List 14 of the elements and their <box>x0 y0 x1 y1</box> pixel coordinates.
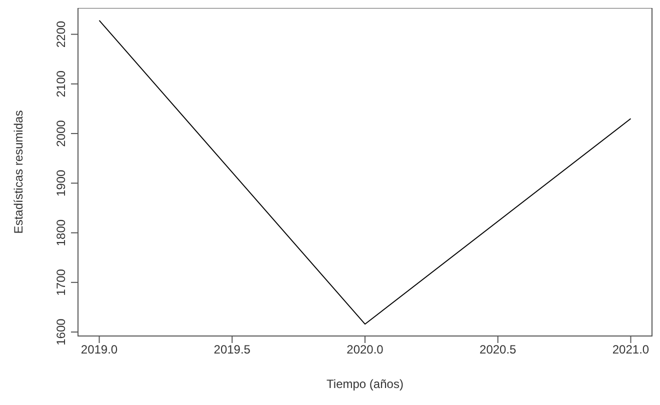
x-tick-label: 2021.0 <box>612 342 650 357</box>
x-tick-label: 2019.0 <box>80 342 118 357</box>
x-tick-label: 2020.5 <box>480 342 517 357</box>
y-tick-label: 1600 <box>54 318 68 346</box>
y-tick-label: 2200 <box>54 20 68 48</box>
y-tick-label: 1900 <box>54 169 68 197</box>
y-tick-label: 2100 <box>54 70 68 98</box>
y-axis-title: Estadísticas resumidas <box>11 110 26 234</box>
y-tick-label: 2000 <box>54 120 68 147</box>
x-tick-label: 2019.5 <box>214 342 251 357</box>
x-axis-title: Tiempo (años) <box>326 377 404 391</box>
x-tick-label: 2020.0 <box>346 342 384 357</box>
y-tick-label: 1800 <box>54 219 68 246</box>
y-tick-label: 1700 <box>54 268 68 296</box>
